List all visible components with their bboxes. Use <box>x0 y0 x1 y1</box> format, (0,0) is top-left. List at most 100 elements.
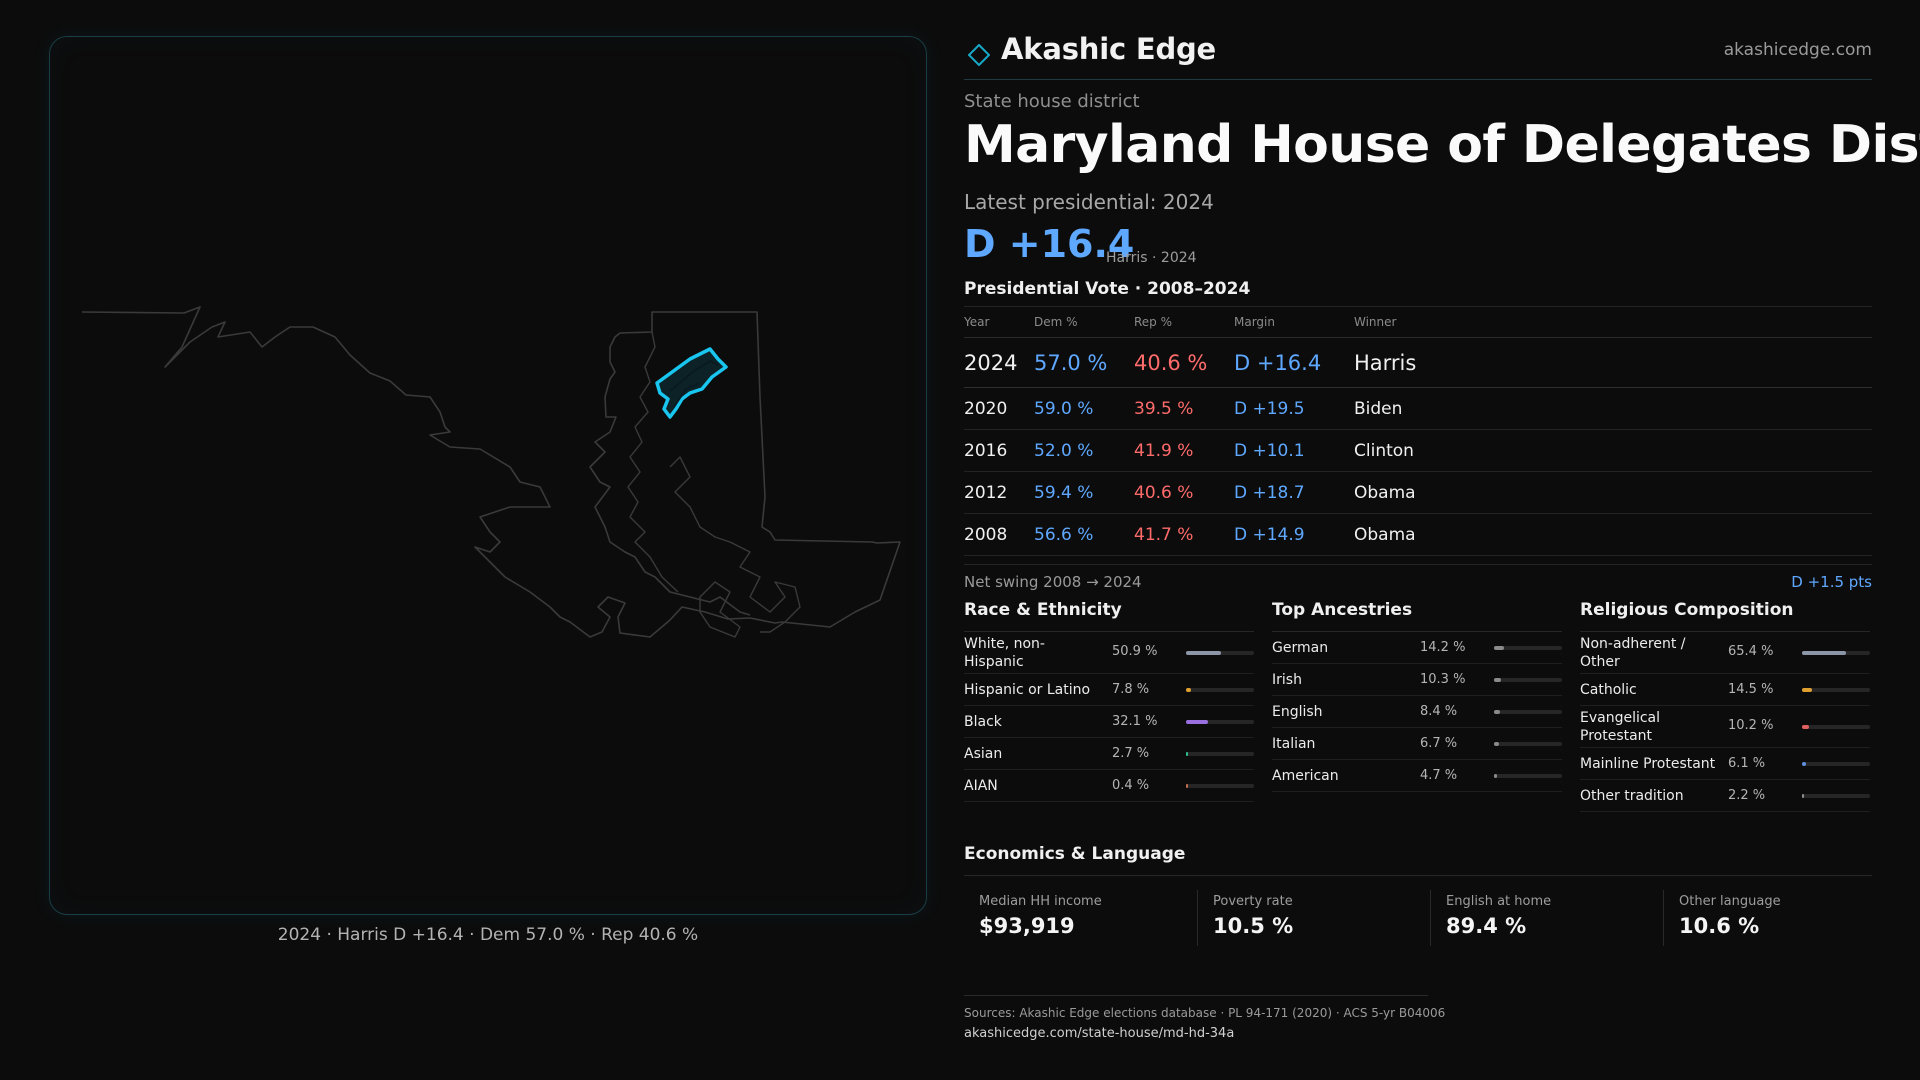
stat-row: Italian 6.7 % <box>1272 728 1562 760</box>
religion-title: Religious Composition <box>1580 600 1870 632</box>
stat-value: 8.4 % <box>1420 704 1458 719</box>
econ-card-english: English at home 89.4 % <box>1430 890 1648 946</box>
stat-bar-fill <box>1186 688 1192 692</box>
stat-row: Mainline Protestant 6.1 % <box>1580 748 1870 780</box>
ancestry-title: Top Ancestries <box>1272 600 1562 632</box>
stat-bar-track <box>1802 725 1870 729</box>
cell-winner: Obama <box>1354 471 1872 514</box>
stat-row: Asian 2.7 % <box>964 738 1254 770</box>
source-url-link[interactable]: akashicedge.com/state-house/md-hd-34a <box>964 1026 1235 1041</box>
econ-label: English at home <box>1446 894 1552 909</box>
stat-value: 50.9 % <box>1112 644 1158 659</box>
stat-bar-fill <box>1494 774 1498 778</box>
stat-bar-track <box>1494 678 1562 682</box>
table-row: 2020 59.0 % 39.5 % D +19.5 Biden <box>964 387 1872 430</box>
stat-bar-fill <box>1494 710 1500 714</box>
cell-year: 2020 <box>964 387 1034 430</box>
stat-row: Irish 10.3 % <box>1272 664 1562 696</box>
stat-label: Asian <box>964 746 1003 762</box>
stat-bar-fill <box>1186 752 1188 756</box>
stat-bar-fill <box>1186 651 1221 655</box>
cell-margin: D +10.1 <box>1234 429 1354 472</box>
cell-margin: D +19.5 <box>1234 387 1354 430</box>
cell-rep: 41.7 % <box>1134 513 1234 556</box>
stat-bar-track <box>1186 688 1254 692</box>
cell-winner: Biden <box>1354 387 1872 430</box>
cell-winner: Harris <box>1354 337 1872 388</box>
stat-bar-track <box>1494 646 1562 650</box>
stat-label: White, non-Hispanic <box>964 636 1045 670</box>
col-header-winner: Winner <box>1354 306 1872 338</box>
stat-value: 6.1 % <box>1728 756 1766 771</box>
state-outline <box>81 306 901 638</box>
cell-rep: 39.5 % <box>1134 387 1234 430</box>
econ-value: 10.5 % <box>1213 914 1294 938</box>
cell-margin: D +14.9 <box>1234 513 1354 556</box>
col-header-rep: Rep % <box>1134 306 1234 338</box>
brand-name: Akashic Edge <box>1001 32 1217 66</box>
stat-value: 10.3 % <box>1420 672 1466 687</box>
stat-row: Catholic 14.5 % <box>1580 674 1870 706</box>
stat-row: Black 32.1 % <box>964 706 1254 738</box>
cell-rep: 40.6 % <box>1134 337 1234 388</box>
stat-bar-fill <box>1494 646 1504 650</box>
stat-row: German 14.2 % <box>1272 632 1562 664</box>
cell-dem: 57.0 % <box>1034 337 1134 388</box>
district-highlight[interactable] <box>655 347 728 419</box>
stat-value: 14.5 % <box>1728 682 1774 697</box>
page-title: Maryland House of Delegates District 34A <box>964 115 1920 175</box>
stat-label: Hispanic or Latino <box>964 682 1091 698</box>
stat-bar-track <box>1494 774 1562 778</box>
stat-bar-track <box>1802 794 1870 798</box>
stat-row: White, non-Hispanic 50.9 % <box>964 632 1254 674</box>
religion-section: Religious Composition Non-adherent / Oth… <box>1580 600 1870 812</box>
cell-dem: 59.0 % <box>1034 387 1134 430</box>
stat-label: Evangelical Protestant <box>1580 710 1661 744</box>
diamond-logo-icon <box>968 44 990 66</box>
presidential-table-title: Presidential Vote · 2008–2024 <box>964 279 1251 299</box>
table-row: 2008 56.6 % 41.7 % D +14.9 Obama <box>964 513 1872 556</box>
net-swing-value: D +1.5 pts <box>1791 573 1872 591</box>
stat-label: American <box>1272 768 1339 784</box>
cell-rep: 41.9 % <box>1134 429 1234 472</box>
stat-bar-track <box>1802 688 1870 692</box>
economics-title: Economics & Language <box>964 844 1872 876</box>
stat-label: Other tradition <box>1580 788 1684 804</box>
cell-year: 2016 <box>964 429 1034 472</box>
econ-value: 89.4 % <box>1446 914 1527 938</box>
stat-row: AIAN 0.4 % <box>964 770 1254 802</box>
cell-rep: 40.6 % <box>1134 471 1234 514</box>
stat-value: 6.7 % <box>1420 736 1458 751</box>
econ-label: Median HH income <box>979 894 1102 909</box>
stat-bar-track <box>1186 784 1254 788</box>
religion-list: Non-adherent / Other 65.4 % Catholic 14.5 %… <box>1580 632 1870 812</box>
map-panel[interactable] <box>49 36 927 915</box>
headline-margin-sub: Harris · 2024 <box>1106 250 1197 266</box>
stat-bar-track <box>1802 651 1870 655</box>
stat-value: 2.7 % <box>1112 746 1150 761</box>
stat-value: 7.8 % <box>1112 682 1150 697</box>
stat-label: AIAN <box>964 778 998 794</box>
stat-bar-fill <box>1802 725 1809 729</box>
econ-value: $93,919 <box>979 914 1075 938</box>
stat-bar-track <box>1186 720 1254 724</box>
stat-label: German <box>1272 640 1329 656</box>
stat-bar-fill <box>1802 651 1847 655</box>
cell-year: 2008 <box>964 513 1034 556</box>
cell-winner: Clinton <box>1354 429 1872 472</box>
brand-url-link[interactable]: akashicedge.com <box>1723 40 1872 60</box>
cell-margin: D +16.4 <box>1234 337 1354 388</box>
econ-label: Other language <box>1679 894 1781 909</box>
stat-row: Non-adherent / Other 65.4 % <box>1580 632 1870 674</box>
ancestry-list: German 14.2 % Irish 10.3 % English 8.4 % Itali… <box>1272 632 1562 792</box>
table-row: 2012 59.4 % 40.6 % D +18.7 Obama <box>964 471 1872 514</box>
map-caption: 2024 · Harris D +16.4 · Dem 57.0 % · Rep… <box>277 925 699 945</box>
col-header-dem: Dem % <box>1034 306 1134 338</box>
econ-card-poverty: Poverty rate 10.5 % <box>1197 890 1415 946</box>
net-swing-row: Net swing 2008 → 2024 D +1.5 pts <box>964 564 1872 594</box>
stat-value: 14.2 % <box>1420 640 1466 655</box>
econ-value: 10.6 % <box>1679 914 1760 938</box>
col-header-year: Year <box>964 306 1034 338</box>
col-header-margin: Margin <box>1234 306 1354 338</box>
state-map[interactable] <box>50 37 928 916</box>
